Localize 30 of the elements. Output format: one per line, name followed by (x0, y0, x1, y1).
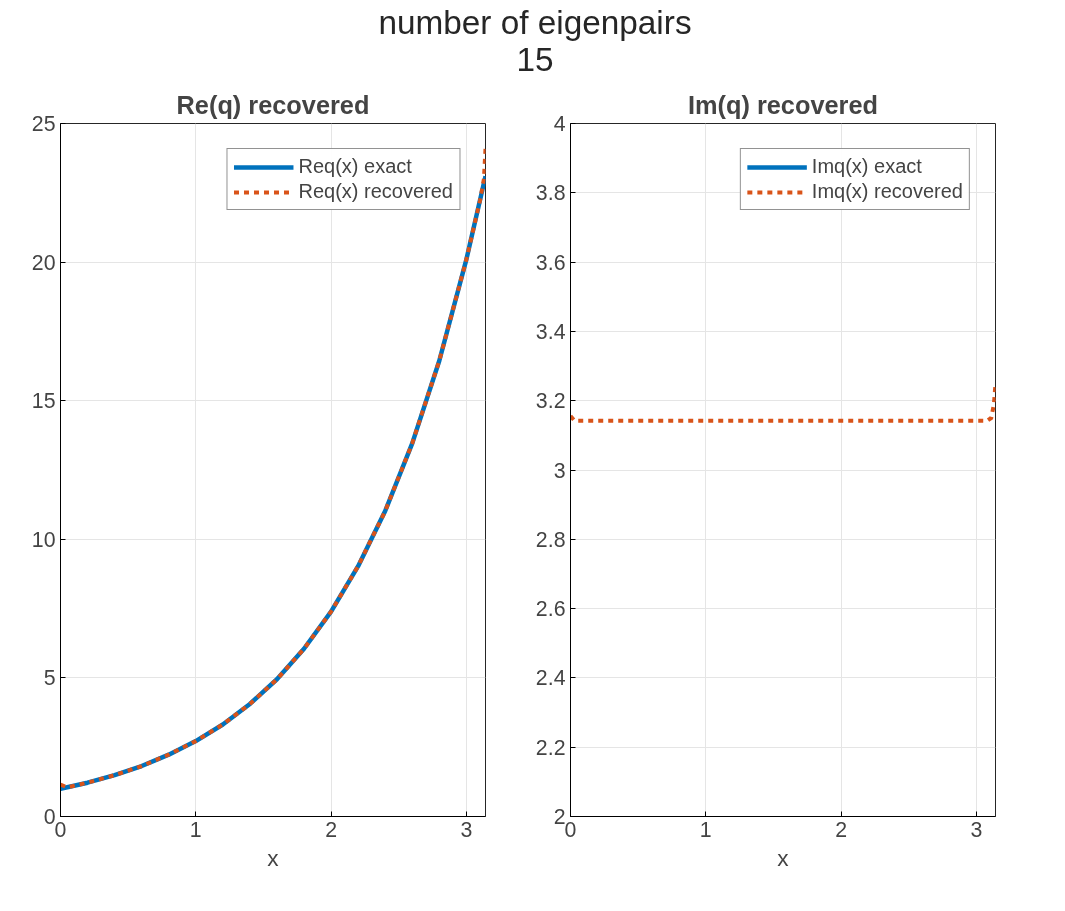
legend-label: Imq(x) recovered (811, 180, 963, 204)
y-tick-label: 2.6 (535, 597, 566, 622)
x-tick-label: 3 (970, 817, 983, 842)
legend-label: Req(x) recovered (298, 180, 453, 204)
y-tick-label: 2.2 (535, 736, 566, 761)
y-tick-label: 20 (31, 250, 56, 275)
y-tick-label: 3.4 (535, 320, 566, 345)
chart-title: Im(q) recovered (687, 90, 879, 119)
y-tick-label: 10 (31, 528, 56, 553)
y-tick-label: 15 (31, 389, 56, 414)
y-tick-label: 25 (31, 112, 56, 137)
x-axis-title: x (777, 844, 790, 871)
y-tick-label: 4 (553, 112, 566, 137)
y-tick-label: 3.6 (535, 250, 566, 275)
x-tick-label: 3 (460, 817, 473, 842)
y-tick-label: 2.4 (535, 666, 566, 691)
legend-label: Imq(x) exact (811, 155, 922, 179)
x-axis-title: x (267, 844, 280, 871)
chart-subtitle: number of eigenpairs 15 (378, 4, 692, 79)
x-tick-label: 1 (699, 817, 712, 842)
y-tick-label: 3.2 (535, 389, 566, 414)
x-tick-label: 2 (325, 817, 338, 842)
y-tick-label: 2.8 (535, 528, 566, 553)
legend-label: Req(x) exact (298, 155, 412, 179)
x-tick-label: 1 (189, 817, 202, 842)
y-tick-label: 5 (43, 666, 56, 691)
y-tick-label: 3 (553, 458, 566, 483)
y-tick-label: 3.8 (535, 181, 566, 206)
chart-title: Re(q) recovered (176, 90, 370, 119)
x-tick-label: 2 (835, 817, 848, 842)
